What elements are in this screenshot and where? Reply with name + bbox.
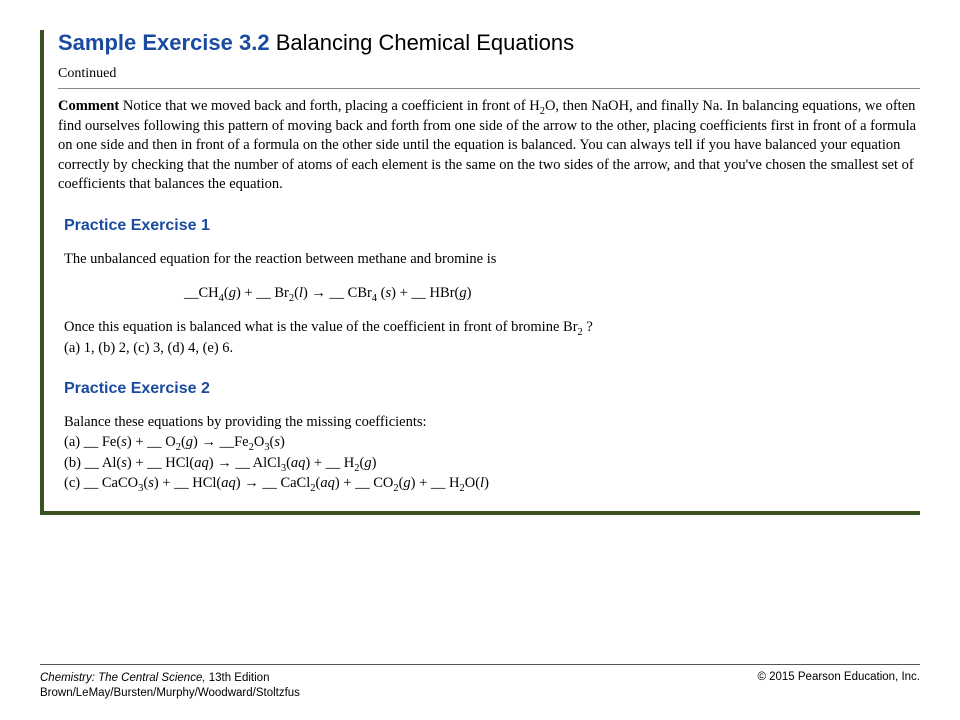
- divider: [58, 88, 920, 89]
- q-pre: Once this equation is balanced what is t…: [64, 319, 578, 335]
- q-post: ?: [583, 319, 593, 335]
- seg: ) + __ CO: [335, 475, 394, 491]
- p2-eq-b: (b) __ Al(s) + __ HCl(aq) → __ AlCl3(aq)…: [64, 453, 920, 473]
- book-title: Chemistry: The Central Science,: [40, 672, 209, 684]
- choice-b-val: ) 2, (: [110, 340, 138, 356]
- practice-2-block: Balance these equations by providing the…: [58, 412, 920, 493]
- state: g: [364, 455, 371, 471]
- eq-seg: ) + __ HBr(: [391, 285, 459, 301]
- seg: ) + __ HCl(: [127, 455, 194, 471]
- seg: ): [372, 455, 377, 471]
- eq-seg: (: [377, 285, 385, 301]
- seg: ) __ CaCO: [75, 475, 138, 491]
- practice-1-heading: Practice Exercise 1: [58, 217, 920, 235]
- eq-seg: __CH: [184, 285, 219, 301]
- footer-line: Chemistry: The Central Science, 13th Edi…: [40, 664, 920, 702]
- seg: ) + __ O: [127, 434, 176, 450]
- edition: 13th Edition: [209, 672, 270, 684]
- state: aq: [194, 455, 209, 471]
- seg: ): [280, 434, 285, 450]
- p2-eq-c: (c) __ CaCO3(s) + __ HCl(aq) → __ CaCl2(…: [64, 473, 920, 493]
- state: aq: [291, 455, 306, 471]
- footer-left: Chemistry: The Central Science, 13th Edi…: [40, 671, 300, 702]
- footer-right: © 2015 Pearson Education, Inc.: [757, 671, 920, 683]
- eq-seg: ) → __ CBr: [303, 285, 372, 301]
- p1-choices: (a) 1, (b) 2, (c) 3, (d) 4, (e) 6.: [64, 338, 920, 358]
- seg: ) → __ AlCl: [209, 455, 281, 471]
- comment-label: Comment: [58, 98, 123, 114]
- page: Sample Exercise 3.2 Balancing Chemical E…: [0, 0, 960, 515]
- seg: ) + __ HCl(: [154, 475, 221, 491]
- title-prefix: Sample Exercise 3.2: [58, 30, 276, 55]
- state: g: [186, 434, 193, 450]
- seg: ): [484, 475, 489, 491]
- content-block: Sample Exercise 3.2 Balancing Chemical E…: [40, 30, 920, 515]
- continued-label: Continued: [58, 66, 920, 82]
- eq-seg: ): [467, 285, 472, 301]
- eq-state: g: [229, 285, 236, 301]
- practice-1-block: The unbalanced equation for the reaction…: [58, 249, 920, 358]
- choice-d: d: [172, 340, 179, 356]
- p2-intro: Balance these equations by providing the…: [64, 412, 920, 432]
- comment-paragraph: Comment Notice that we moved back and fo…: [58, 97, 920, 195]
- choice-d-val: ) 4, (: [180, 340, 208, 356]
- p1-equation: __CH4(g) + __ Br2(l) → __ CBr4 (s) + __ …: [64, 283, 920, 303]
- p1-question: Once this equation is balanced what is t…: [64, 317, 920, 337]
- state: aq: [221, 475, 236, 491]
- practice-2-heading: Practice Exercise 2: [58, 380, 920, 398]
- lbl-b: b: [69, 455, 76, 471]
- authors: Brown/LeMay/Bursten/Murphy/Woodward/Stol…: [40, 687, 300, 699]
- exercise-title: Sample Exercise 3.2 Balancing Chemical E…: [58, 30, 920, 56]
- p2-eq-a: (a) __ Fe(s) + __ O2(g) → __Fe2O3(s): [64, 432, 920, 452]
- seg: ) → __Fe: [193, 434, 249, 450]
- seg: ) + __ H: [411, 475, 460, 491]
- footer: Chemistry: The Central Science, 13th Edi…: [0, 664, 960, 702]
- choice-c-val: ) 3, (: [145, 340, 173, 356]
- seg: ) __ Fe(: [75, 434, 121, 450]
- seg: O(: [465, 475, 480, 491]
- p1-intro: The unbalanced equation for the reaction…: [64, 249, 920, 269]
- eq-seg: ) + __ Br: [236, 285, 289, 301]
- eq-state: g: [459, 285, 466, 301]
- seg: ) __ Al(: [76, 455, 121, 471]
- choice-a-val: ) 1, (: [75, 340, 103, 356]
- state: g: [403, 475, 410, 491]
- seg: ) → __ CaCl: [236, 475, 311, 491]
- seg: O: [254, 434, 264, 450]
- choice-e-val: ) 6.: [214, 340, 233, 356]
- seg: ) + __ H: [305, 455, 354, 471]
- state: aq: [320, 475, 335, 491]
- title-main: Balancing Chemical Equations: [276, 30, 574, 55]
- comment-text-pre: Notice that we moved back and forth, pla…: [123, 98, 540, 114]
